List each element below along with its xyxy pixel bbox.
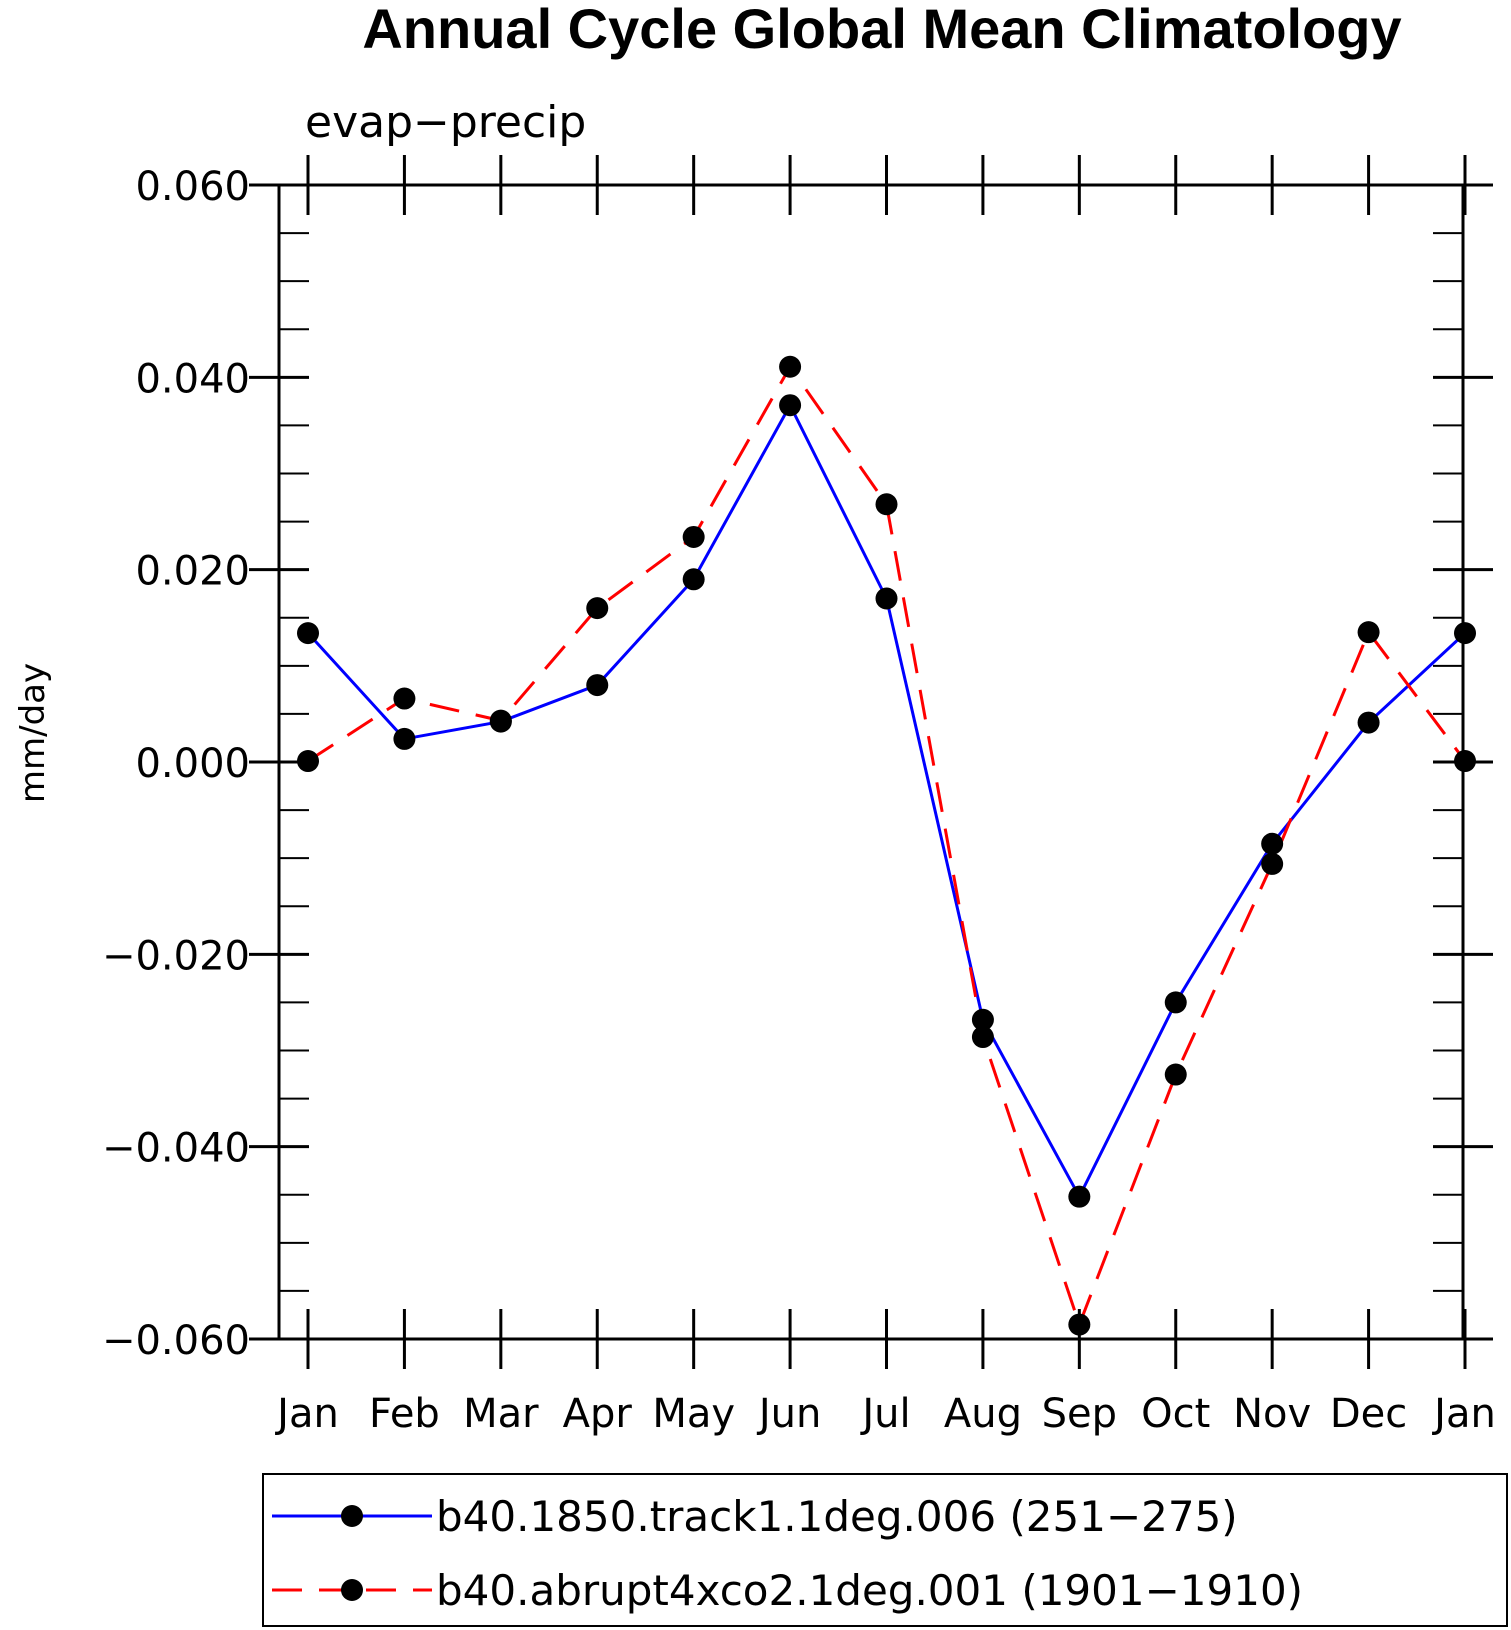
x-tick-label: Sep <box>1042 1391 1117 1437</box>
series-1-point <box>971 1008 994 1031</box>
series-1-point <box>1068 1185 1091 1208</box>
series-2-point <box>1164 1063 1187 1086</box>
legend-marker-1 <box>341 1505 363 1527</box>
series-2-point <box>1068 1313 1091 1336</box>
series-1-point <box>586 674 609 697</box>
y-tick-label: 0.020 <box>135 549 250 595</box>
legend: b40.1850.track1.1deg.006 (251−275) b40.ab… <box>262 1473 1508 1627</box>
x-tick-label: Jul <box>859 1391 910 1437</box>
series-1-point <box>1261 832 1284 855</box>
y-axis-label: mm/day <box>13 663 53 803</box>
series-2-point <box>971 1026 994 1049</box>
x-tick-label: Feb <box>369 1391 440 1437</box>
series-2-point <box>393 687 416 710</box>
plot-frame <box>277 183 1465 1341</box>
x-tick-label: Aug <box>944 1391 1022 1437</box>
chart-title: Annual Cycle Global Mean Climatology <box>362 0 1401 60</box>
x-tick-label: Oct <box>1141 1391 1210 1437</box>
series-2-point <box>875 493 898 516</box>
series-1-point <box>682 568 705 591</box>
y-tick-label: −0.020 <box>102 933 250 979</box>
x-tick-label: Jan <box>1431 1391 1496 1437</box>
series-1-point <box>1357 711 1380 734</box>
y-tick-label: 0.000 <box>135 741 250 787</box>
series-2-point <box>779 355 802 378</box>
x-tick-label: Nov <box>1233 1391 1311 1437</box>
series-1-point <box>1164 991 1187 1014</box>
series-2-point <box>1261 852 1284 875</box>
legend-label-2: b40.abrupt4xco2.1deg.001 (1901−1910) <box>436 1566 1303 1615</box>
axes: 0.060 0.040 0.020 0.000 −0.020 −0.040 −0.060 Ja… <box>102 155 1496 1437</box>
series-layer <box>297 355 1476 1336</box>
y-tick-label: −0.040 <box>102 1126 250 1172</box>
series-2-point <box>489 709 512 732</box>
x-tick-label: May <box>652 1391 735 1437</box>
legend-marker-2 <box>341 1579 363 1601</box>
series-1-point <box>393 727 416 750</box>
series-2-point <box>682 525 705 548</box>
legend-label-1: b40.1850.track1.1deg.006 (251−275) <box>436 1492 1238 1541</box>
series-2-point <box>1357 621 1380 644</box>
y-tick-label: 0.060 <box>135 164 250 210</box>
series-2-point <box>586 597 609 620</box>
x-tick-label: Dec <box>1330 1391 1407 1437</box>
x-tick-label: Mar <box>463 1391 539 1437</box>
series-1-point <box>297 622 319 645</box>
x-tick-label: Jun <box>756 1391 822 1437</box>
y-tick-label: −0.060 <box>102 1318 250 1364</box>
legend-box <box>262 1473 1508 1627</box>
series-1-point <box>1454 622 1476 645</box>
series-1-point <box>779 394 802 417</box>
series-1-point <box>875 587 898 610</box>
chart-subtitle: evap−precip <box>305 97 586 148</box>
series-2-point <box>1454 750 1476 773</box>
series-2-point <box>297 750 319 773</box>
y-tick-label: 0.040 <box>135 356 250 402</box>
series-line-1 <box>306 402 1467 1200</box>
x-tick-label: Apr <box>563 1391 633 1437</box>
x-tick-label: Jan <box>274 1391 339 1437</box>
